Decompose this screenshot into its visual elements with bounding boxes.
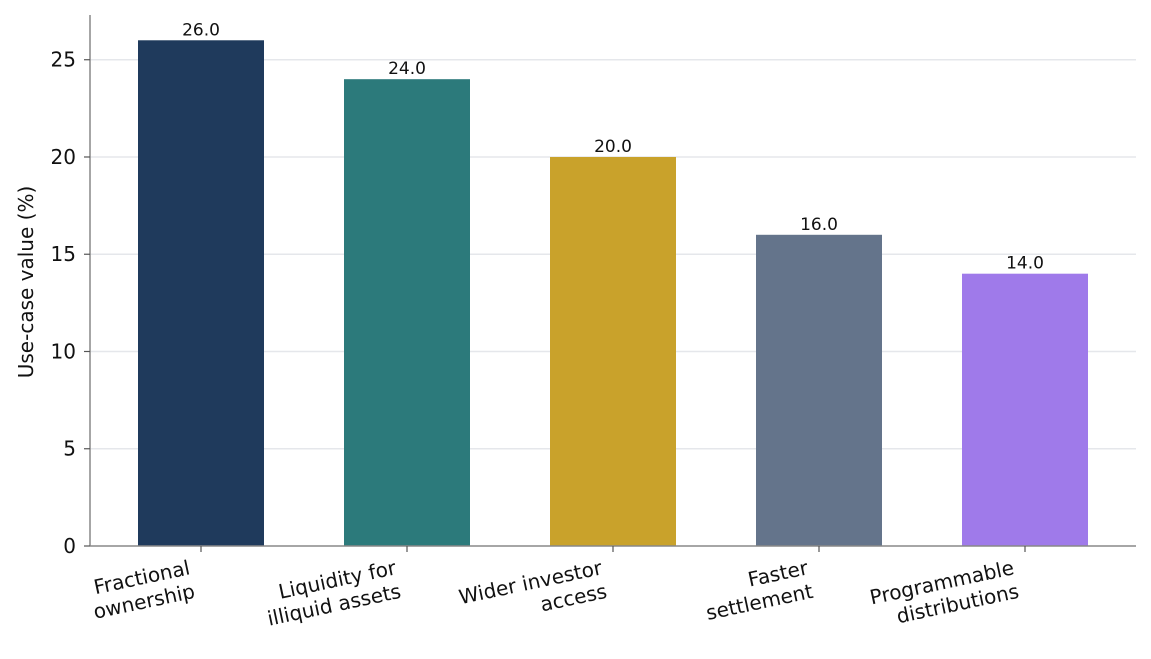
y-tick-label: 20 <box>51 145 76 169</box>
bar-value-label: 26.0 <box>182 20 220 40</box>
bar-value-label: 20.0 <box>594 137 632 157</box>
bar <box>756 234 882 547</box>
y-axis-title: Use-case value (%) <box>14 186 38 379</box>
y-tick-label: 25 <box>51 48 76 72</box>
bar <box>550 156 676 546</box>
y-tick-label: 15 <box>51 242 76 266</box>
y-tick-label: 10 <box>51 339 76 363</box>
bars: 26.0 24.0 20.0 16.0 14.0 <box>138 20 1088 547</box>
bar-value-label: 24.0 <box>388 59 426 79</box>
y-ticks: 0 5 10 15 20 25 <box>51 48 90 558</box>
y-tick-label: 5 <box>63 437 76 461</box>
bar <box>962 273 1088 546</box>
bar <box>138 40 264 547</box>
y-tick-label: 0 <box>63 534 76 558</box>
bar <box>344 79 470 546</box>
bar-value-label: 16.0 <box>800 215 838 235</box>
bar-value-label: 14.0 <box>1006 254 1044 274</box>
